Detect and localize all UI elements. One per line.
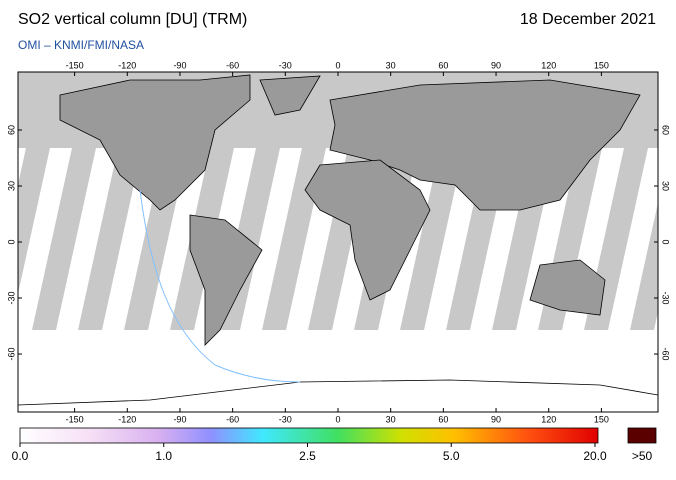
- lon-tick-label: -120: [118, 414, 136, 424]
- greenland: [259, 75, 321, 116]
- lon-tick-label: -90: [173, 60, 186, 70]
- orbit-gap: [32, 148, 96, 330]
- lon-tick-label: 120: [541, 414, 556, 424]
- orbit-gap: [630, 202, 658, 330]
- colorbar-overflow: [627, 427, 657, 444]
- colorbar-label: 0.0: [12, 449, 29, 463]
- lon-tick-label: 60: [438, 414, 448, 424]
- lon-tick-label: -30: [279, 60, 292, 70]
- lon-tick-label: 120: [541, 60, 556, 70]
- orbit-gap: [400, 148, 464, 330]
- africa: [304, 159, 431, 301]
- lon-tick-label: 30: [386, 60, 396, 70]
- map: [0, 72, 658, 412]
- lat-tick-label: 60: [661, 125, 671, 135]
- orbit-gap: [18, 148, 50, 294]
- lon-tick-label: -60: [226, 414, 239, 424]
- colorbar-label: 20.0: [583, 449, 607, 463]
- lon-tick-label: 0: [335, 414, 340, 424]
- lon-tick-label: 90: [491, 60, 501, 70]
- lat-tick-label: -30: [6, 292, 16, 305]
- lon-tick-label: 150: [594, 60, 609, 70]
- lon-tick-label: 90: [491, 414, 501, 424]
- orbit-gap: [78, 148, 142, 330]
- lat-tick-label: -30: [661, 292, 671, 305]
- colorbar-label: 2.5: [299, 449, 316, 463]
- lon-tick-label: -90: [173, 414, 186, 424]
- continents: [18, 74, 658, 412]
- title: SO2 vertical column [DU] (TRM): [18, 11, 247, 28]
- lat-tick-label: 60: [6, 125, 16, 135]
- south-america: [189, 214, 263, 346]
- date: 18 December 2021: [520, 11, 656, 28]
- lon-tick-label: 60: [438, 60, 448, 70]
- lon-tick-label: -120: [118, 60, 136, 70]
- lon-tick-label: 150: [594, 414, 609, 424]
- lon-tick-label: 30: [386, 414, 396, 424]
- lat-tick-label: 30: [661, 181, 671, 191]
- antarctica: [18, 379, 658, 412]
- so2-trace: [139, 189, 301, 383]
- subtitle: OMI – KNMI/FMI/NASA: [18, 38, 144, 52]
- overflow-label: >50: [632, 449, 653, 463]
- lon-tick-label: -60: [226, 60, 239, 70]
- lat-tick-label: 30: [6, 181, 16, 191]
- lat-tick-label: 0: [6, 239, 16, 244]
- lat-tick-label: -60: [661, 348, 671, 361]
- lat-tick-label: 0: [661, 239, 671, 244]
- orbit-gap: [0, 148, 4, 330]
- lat-tick-label: -60: [6, 348, 16, 361]
- australia: [529, 259, 606, 316]
- lon-tick-label: 0: [335, 60, 340, 70]
- colorbar-label: 5.0: [443, 449, 460, 463]
- colorbar-label: 1.0: [155, 449, 172, 463]
- lon-tick-label: -30: [279, 414, 292, 424]
- lon-tick-label: -150: [66, 414, 84, 424]
- lon-tick-label: -150: [66, 60, 84, 70]
- north-america: [59, 74, 251, 211]
- colorbar: [19, 427, 599, 444]
- eurasia: [329, 79, 641, 211]
